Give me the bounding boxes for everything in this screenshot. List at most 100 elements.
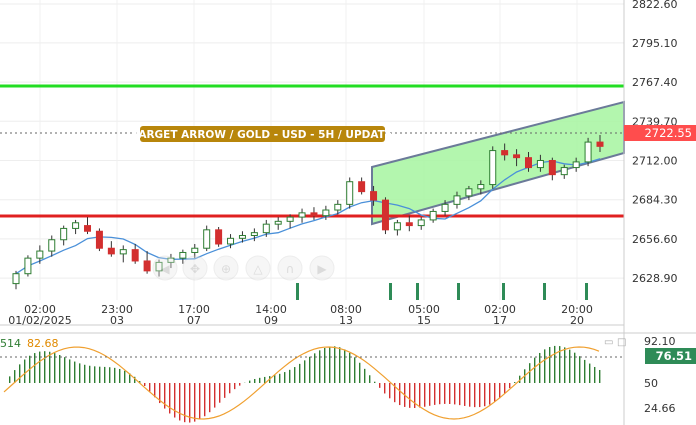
oscillator-axis-bottom: 24.66 — [644, 402, 676, 415]
candle — [191, 247, 199, 253]
candle — [465, 188, 473, 197]
oscillator-bar — [184, 383, 186, 423]
oscillator-bar — [44, 351, 46, 383]
oscillator-bar — [484, 383, 486, 407]
price-tick-label: 2767.40 — [632, 76, 678, 89]
oscillator-bar — [544, 349, 546, 383]
oscillator-bar — [289, 369, 291, 383]
measure-icon[interactable] — [245, 255, 271, 281]
time-tick-date: 20 — [570, 314, 584, 327]
oscillator-axis-top: 92.10 — [644, 335, 676, 348]
oscillator-bar — [574, 352, 576, 383]
oscillator-left-value-2: 82.68 — [27, 337, 59, 350]
oscillator-bar — [419, 383, 421, 408]
pane-minimize-icon[interactable]: ▭ — [604, 337, 613, 348]
oscillator-bar — [554, 345, 556, 383]
price-tick-label: 2656.60 — [632, 233, 678, 246]
candle — [262, 223, 270, 234]
candle — [489, 150, 497, 186]
candle — [560, 167, 568, 176]
oscillator-bar — [84, 364, 86, 383]
time-tick-label: 14:00 — [255, 303, 287, 316]
candle — [322, 209, 330, 217]
candle — [441, 203, 449, 212]
oscillator-bar — [379, 383, 381, 388]
price-tick-label: 2712.00 — [632, 154, 678, 167]
oscillator-bar — [14, 370, 16, 383]
time-tick-label: 05:00 — [408, 303, 440, 316]
time-tick-label: 02:00 — [484, 303, 516, 316]
candle — [584, 141, 592, 163]
oscillator-bar — [79, 363, 81, 383]
candle — [370, 191, 378, 201]
oscillator-bar — [334, 346, 336, 383]
magnet-icon[interactable] — [277, 255, 303, 281]
crosshair-icon[interactable] — [182, 255, 208, 281]
oscillator-left-value-1: 514 — [0, 337, 21, 350]
volume-bars — [296, 283, 588, 300]
oscillator-bar — [164, 383, 166, 409]
oscillator-bar — [414, 383, 416, 408]
oscillator-bar — [154, 383, 156, 398]
oscillator-bar — [359, 362, 361, 383]
oscillator-bar — [284, 372, 286, 383]
zoom-icon[interactable] — [213, 255, 239, 281]
oscillator-bar — [319, 350, 321, 383]
oscillator-bar — [9, 376, 11, 383]
oscillator-bar — [514, 382, 516, 383]
oscillator-bar — [529, 363, 531, 383]
candle — [250, 232, 258, 236]
time-tick-date: 03 — [110, 314, 124, 327]
oscillator-bar — [564, 347, 566, 383]
oscillator-bar — [169, 383, 171, 414]
oscillator-bar — [34, 353, 36, 383]
oscillator-bar — [229, 383, 231, 394]
oscillator-bar — [499, 383, 501, 399]
oscillator-bar — [59, 354, 61, 383]
oscillator-bar — [69, 359, 71, 383]
price-axis[interactable]: 2822.602795.102767.402739.702712.002684.… — [632, 0, 678, 285]
oscillator-bar — [394, 383, 396, 403]
candle — [203, 229, 211, 249]
candle — [274, 220, 282, 225]
current-price-tag — [624, 125, 696, 141]
oscillator-bar — [584, 359, 586, 383]
candle — [513, 154, 521, 159]
oscillator-bar — [439, 383, 441, 405]
oscillator-bar — [364, 368, 366, 383]
oscillator-bar — [399, 383, 401, 406]
oscillator-bar — [294, 367, 296, 383]
candle — [36, 250, 44, 259]
oscillator-bar — [474, 383, 476, 408]
time-tick-label: 20:00 — [561, 303, 593, 316]
pane-close-icon[interactable]: □ — [617, 337, 626, 348]
candle — [453, 195, 461, 205]
oscillator-bar — [264, 376, 266, 383]
arrow-left-icon[interactable] — [152, 255, 178, 281]
candle — [72, 222, 80, 229]
oscillator-bar — [174, 383, 176, 418]
oscillator-bar — [129, 373, 131, 383]
oscillator-bar — [159, 383, 161, 404]
candle — [119, 249, 127, 255]
arrow-right-icon[interactable] — [309, 255, 335, 281]
candle — [358, 181, 366, 193]
candle — [548, 159, 556, 176]
time-axis[interactable]: 02:0001/02/202523:000317:000714:000908:0… — [8, 303, 593, 327]
oscillator-bar — [389, 383, 391, 399]
oscillator-bar — [219, 383, 221, 403]
oscillator-bar — [599, 369, 601, 383]
oscillator-line — [3, 346, 600, 420]
oscillator-bar — [509, 383, 511, 389]
price-tick-label: 2684.30 — [632, 194, 678, 207]
candle — [298, 212, 306, 218]
volume-bar — [502, 283, 505, 300]
oscillator-bar — [204, 383, 206, 417]
oscillator-bar — [569, 349, 571, 383]
svg-text:∩: ∩ — [286, 262, 295, 276]
price-tick-label: 2795.10 — [632, 37, 678, 50]
candle — [12, 273, 20, 285]
oscillator-bar — [139, 381, 141, 383]
oscillator-bar — [19, 364, 21, 383]
